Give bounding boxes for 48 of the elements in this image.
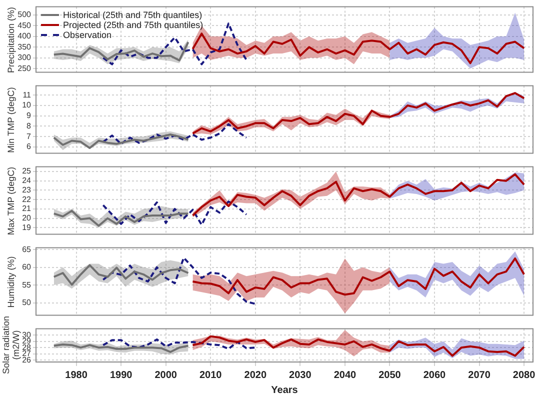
y-axis-title: Max TMP (degC) (6, 165, 16, 236)
y-tick-label: 7 (26, 132, 32, 141)
x-tick-label: 2020 (244, 370, 267, 381)
legend-label: Historical (25th and 75th quantiles) (63, 10, 202, 20)
line-series (102, 200, 248, 226)
x-tick-label: 1980 (65, 370, 88, 381)
legend-label: Projected (25th and 75th quantiles) (63, 20, 204, 30)
y-tick-label: 24 (22, 176, 32, 186)
line-series (102, 338, 256, 350)
y-tick-label: 11 (22, 90, 32, 100)
y-tick-label: 30 (22, 330, 32, 340)
y-tick-label: 10 (22, 100, 32, 110)
x-tick-label: 2050 (378, 370, 402, 381)
y-tick-label: 60 (22, 262, 32, 272)
y-tick-label: 500 (18, 10, 32, 20)
x-tick-label: 2080 (512, 370, 536, 381)
y-tick-label: 21 (22, 204, 32, 214)
y-tick-label: 55 (22, 280, 32, 290)
y-tick-label: 23 (22, 185, 32, 194)
y-tick-label: 9 (26, 111, 32, 120)
y-tick-label: 19 (22, 222, 32, 232)
y-axis-title: Min TMP (degC) (6, 86, 16, 154)
x-tick-label: 2040 (334, 370, 357, 381)
legend-label: Observation (63, 30, 112, 40)
y-axis-title: Precipitation (%) (6, 5, 16, 75)
line-series (102, 123, 248, 145)
x-tick-label: 2070 (468, 370, 491, 381)
y-tick-label: 6 (26, 142, 32, 152)
x-tick-label: 2000 (154, 370, 178, 381)
y-axis-title: Solar radiation (m2/W) (1, 315, 21, 376)
y-tick-label: 400 (18, 32, 32, 41)
line-series (102, 256, 256, 305)
y-tick-label: 22 (22, 194, 32, 204)
x-tick-label: 2010 (199, 370, 222, 381)
y-tick-label: 8 (26, 121, 32, 130)
y-tick-label: 20 (22, 213, 32, 222)
y-axis-title: Humidity (%) (6, 254, 16, 310)
x-tick-label: 2060 (423, 370, 446, 381)
y-tick-label: 250 (18, 64, 32, 73)
y-tick-label: 65 (22, 244, 32, 254)
y-tick-label: 300 (18, 53, 32, 62)
x-axis-title: Years (271, 384, 298, 396)
x-tick-label: 1990 (110, 370, 133, 381)
y-tick-label: 350 (18, 42, 32, 52)
x-tick-label: 2030 (289, 370, 312, 381)
y-tick-label: 450 (18, 20, 32, 30)
y-tick-label: 25 (22, 166, 32, 176)
y-tick-label: 50 (22, 298, 32, 307)
